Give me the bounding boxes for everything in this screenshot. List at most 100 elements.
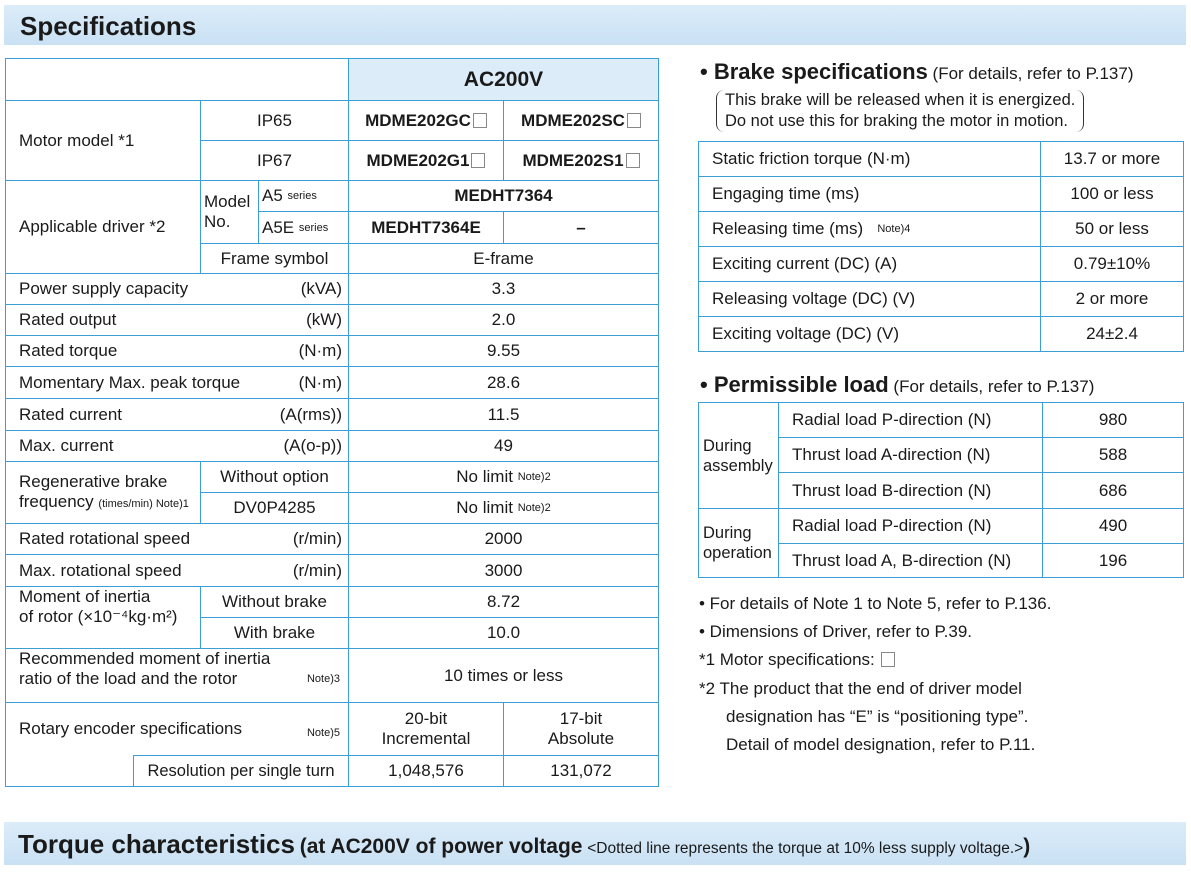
- spec-row-label: Rated output (kW): [5, 304, 349, 336]
- note: designation has “E” is “positioning type…: [726, 707, 1029, 726]
- a5-driver: MEDHT7364: [348, 180, 659, 212]
- line1: Recommended moment of inertia: [19, 649, 271, 668]
- spec-row-value: 2.0: [348, 304, 659, 336]
- model-text: MDME202GC: [365, 110, 471, 130]
- note: Note)5: [306, 727, 340, 739]
- ref: (For details, refer to P.137): [932, 64, 1134, 83]
- voltage-header: AC200V: [348, 58, 659, 101]
- blank-box-icon: [626, 113, 641, 128]
- label: Rated current: [19, 404, 122, 424]
- note1: This brake will be released when it is e…: [725, 91, 1076, 109]
- during-assembly: During assembly: [698, 402, 779, 509]
- inertia-value: 10.0: [348, 617, 659, 649]
- type: Incremental: [381, 729, 471, 748]
- note-text: *1 Motor specifications:: [699, 650, 880, 669]
- model-no-label: Model No.: [200, 180, 259, 244]
- label: Max. current: [19, 436, 114, 455]
- brake-row-label: Releasing time (ms) Note)4: [698, 211, 1041, 247]
- load-row-value: 490: [1042, 508, 1184, 544]
- bits: 20-bit: [404, 709, 448, 728]
- encoder-20bit: 20-bit Incremental: [348, 702, 504, 756]
- brake-row-label: Exciting current (DC) (A): [698, 246, 1041, 282]
- label: Power supply capacity: [19, 279, 189, 298]
- note: Note)2: [517, 471, 551, 483]
- blank-box-icon: [625, 153, 640, 168]
- load-title: • Permissible load (For details, refer t…: [700, 372, 1094, 398]
- label: Releasing time (ms): [712, 219, 864, 238]
- model-cell: MDME202SC: [503, 100, 659, 141]
- line2: of rotor (×10⁻⁴kg·m²): [19, 607, 178, 626]
- unit: (A(rms)): [279, 404, 342, 424]
- a5e-series-label: A5E series: [258, 211, 349, 244]
- label: Releasing voltage (DC) (V): [712, 289, 916, 308]
- load-row-label: Radial load P-direction (N): [778, 508, 1043, 544]
- a5e-text: A5E: [262, 217, 295, 237]
- title: Torque characteristics: [18, 829, 295, 859]
- unit: (kW): [306, 310, 342, 329]
- regen-value: No limit Note)2: [348, 492, 659, 524]
- model-text: MDME202S1: [522, 150, 624, 170]
- blank-box-icon: [472, 113, 487, 128]
- label: Rated torque: [19, 341, 118, 360]
- brake-row-label: Exciting voltage (DC) (V): [698, 316, 1041, 352]
- bits: 17-bit: [559, 709, 603, 728]
- dotted-note: <Dotted line represents the torque at 10…: [587, 840, 1024, 857]
- spec-row-value: 49: [348, 430, 659, 462]
- brake-row-label: Engaging time (ms): [698, 176, 1041, 212]
- label: Static friction torque (N·m): [712, 149, 911, 168]
- inertia-option: Without brake: [200, 586, 349, 618]
- brake-row-value: 13.7 or more: [1040, 141, 1184, 177]
- brake-row-value: 24±2.4: [1040, 316, 1184, 352]
- frame-value: E-frame: [348, 243, 659, 274]
- ratio-label: Recommended moment of inertia ratio of th…: [5, 648, 349, 703]
- brake-row-value: 0.79±10%: [1040, 246, 1184, 282]
- spec-row-value: 11.5: [348, 398, 659, 431]
- regen-line2: frequency: [19, 491, 94, 511]
- spec-row-label: Momentary Max. peak torque (N·m): [5, 366, 349, 399]
- label: Max. rotational speed: [19, 560, 182, 580]
- inertia-option: With brake: [200, 617, 349, 649]
- note2: Do not use this for braking the motor in…: [725, 112, 1069, 130]
- subtitle: (at AC200V of power voltage: [299, 835, 583, 858]
- note: *2 The product that the end of driver mo…: [699, 679, 1022, 698]
- spec-row-label: Max. rotational speed (r/min): [5, 554, 349, 587]
- load-row-value: 980: [1042, 402, 1184, 438]
- load-row-value: 196: [1042, 543, 1184, 578]
- load-row-label: Thrust load A, B-direction (N): [778, 543, 1043, 578]
- driver-label: Applicable driver *2: [5, 180, 201, 274]
- torque-title: Torque characteristics (at AC200V of pow…: [18, 829, 1030, 860]
- resolution-value: 1,048,576: [348, 755, 504, 787]
- model-text: MDME202G1: [366, 150, 470, 170]
- ip67-label: IP67: [200, 140, 349, 181]
- spec-row-label: Max. current (A(o-p)): [5, 430, 349, 462]
- encoder-17bit: 17-bit Absolute: [503, 702, 659, 756]
- resolution-label: Resolution per single turn: [133, 755, 349, 787]
- blank-box-icon: [881, 652, 896, 667]
- ip65-label: IP65: [200, 100, 349, 141]
- load-row-label: Radial load P-direction (N): [778, 402, 1043, 438]
- note: Note)3: [306, 673, 340, 685]
- note: Detail of model designation, refer to P.…: [726, 735, 1036, 754]
- brake-note: This brake will be released when it is e…: [716, 90, 1085, 132]
- spec-row-value: 2000: [348, 523, 659, 555]
- spec-row-value: 9.55: [348, 335, 659, 367]
- a5-text: A5: [262, 186, 283, 205]
- spec-row-label: Rated torque (N·m): [5, 335, 349, 367]
- spec-row-label: Rated rotational speed (r/min): [5, 523, 349, 555]
- load-row-value: 588: [1042, 437, 1184, 473]
- model-cell: MDME202S1: [503, 140, 659, 181]
- brake-row-label: Releasing voltage (DC) (V): [698, 281, 1041, 317]
- unit: (r/min): [292, 560, 342, 580]
- title: • Brake specifications: [700, 59, 928, 84]
- inertia-value: 8.72: [348, 586, 659, 618]
- unit: (A(o-p)): [283, 436, 342, 455]
- series-text: series: [287, 190, 317, 202]
- regen-value: No limit Note)2: [348, 461, 659, 493]
- value: No limit: [456, 467, 513, 486]
- label: Rated output: [19, 310, 117, 329]
- regen-label: Regenerative brake frequency (times/min) …: [5, 461, 201, 524]
- resolution-value: 131,072: [503, 755, 659, 787]
- frame-label: Frame symbol: [200, 243, 349, 274]
- model-text: MDME202SC: [521, 110, 625, 130]
- motor-model-label: Motor model *1: [5, 100, 201, 181]
